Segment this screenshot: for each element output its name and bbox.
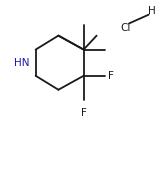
- Text: Cl: Cl: [120, 23, 130, 33]
- Text: F: F: [108, 71, 114, 81]
- Text: F: F: [81, 108, 87, 118]
- Text: H: H: [148, 6, 156, 16]
- Text: HN: HN: [14, 58, 30, 68]
